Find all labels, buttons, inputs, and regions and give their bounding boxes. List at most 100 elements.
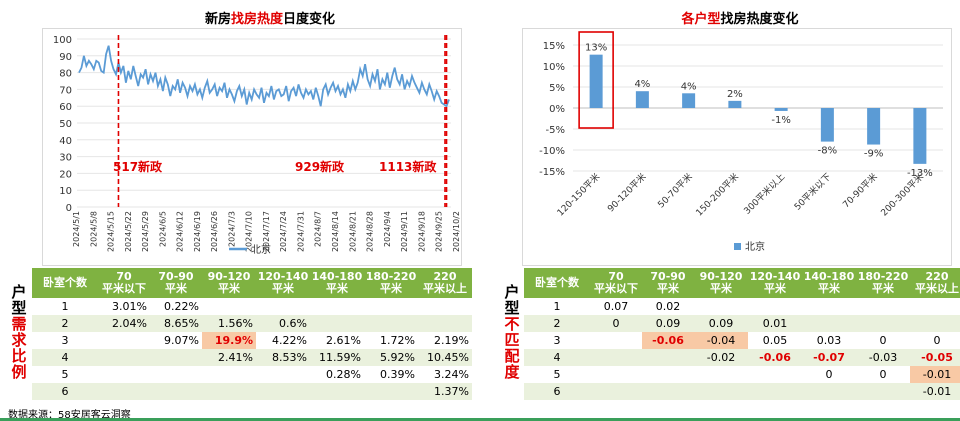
y-tick-label: 10: [59, 186, 72, 197]
table-cell: -0.02: [694, 349, 748, 366]
y-tick-label: -5%: [546, 125, 565, 136]
table-cell: [910, 298, 960, 315]
x-tick-label: 2024/5/29: [141, 211, 150, 252]
x-tick-label: 2024/7/24: [279, 211, 288, 252]
x-tick-label: 2024/8/21: [348, 211, 357, 252]
side-label-char: 比: [11, 347, 27, 365]
data-label: -1%: [771, 115, 790, 126]
table-cell: [856, 315, 910, 332]
table-cell: [802, 383, 856, 400]
table-header: 70-90 平米: [642, 268, 694, 298]
side-label-char: 户: [11, 283, 27, 301]
table-row: 6 1.37%: [32, 383, 472, 400]
table-cell: 0.05: [762, 334, 788, 347]
x-tick-label: 2024/7/3: [227, 211, 236, 247]
table-row: 2 0 0.09 0.09 0.01: [524, 315, 960, 332]
bar: [913, 108, 927, 164]
side-label-char: 不: [504, 315, 520, 333]
table-header: 220 平米以上: [418, 268, 472, 298]
row-label: 3: [61, 334, 69, 347]
table-cell: 3.01%: [112, 300, 147, 313]
table-cell: -0.03: [856, 349, 910, 366]
table-cell: [364, 298, 418, 315]
y-tick-label: 80: [59, 69, 72, 80]
table-cell: 5.92%: [364, 349, 418, 366]
table-header: 70-90 平米: [150, 268, 202, 298]
y-tick-label: 90: [59, 52, 72, 63]
side-label-char: 需: [11, 315, 27, 333]
x-tick-label: 2024/7/10: [245, 211, 254, 252]
table-cell: [364, 315, 418, 332]
table-cell: 0: [590, 315, 642, 332]
x-tick-label: 2024/5/15: [107, 211, 116, 252]
table-row: 6 -0.01: [524, 383, 960, 400]
table-header: 180-220 平米: [856, 268, 910, 298]
x-tick-label: 2024/6/26: [210, 211, 219, 252]
x-tick-label: 2024/9/18: [417, 211, 426, 252]
bar: [774, 108, 788, 111]
category-label: 70-90平米: [840, 171, 880, 211]
x-tick-label: 2024/9/25: [435, 211, 444, 252]
x-tick-label: 2024/6/12: [176, 211, 185, 252]
table-cell: [202, 383, 256, 400]
x-tick-label: 2024/5/8: [89, 211, 98, 247]
x-tick-label: 2024/8/28: [366, 211, 375, 252]
table-row: 5 0.28% 0.39% 3.24%: [32, 366, 472, 383]
side-label-char: 例: [11, 363, 27, 381]
y-tick-label: 15%: [543, 41, 565, 52]
table-cell: [310, 298, 364, 315]
data-label: -8%: [818, 146, 837, 157]
side-label-char: 匹: [504, 331, 520, 349]
table-cell: 4.22%: [272, 334, 307, 347]
table-cell: 1.56%: [202, 315, 256, 332]
table-cell: 8.65%: [150, 315, 202, 332]
side-label-char: 度: [504, 363, 520, 381]
table-cell: -0.07: [802, 349, 856, 366]
data-label: 4%: [634, 79, 650, 90]
table-cell: [418, 315, 472, 332]
table-header: 180-220 平米: [364, 268, 418, 298]
table-row: 1 3.01% 0.22%: [32, 298, 472, 315]
table-cell: 0.01: [748, 315, 802, 332]
x-tick-label: 2024/5/22: [124, 211, 133, 252]
category-label: 90-120平米: [605, 171, 649, 215]
left-line-chart: 0 10 20 30 40 50 60 70 80 90 100 2024/5/1 2024/5/8 20…: [42, 28, 564, 266]
table-header: 120-140 平米: [256, 268, 310, 298]
row-label: 1: [61, 300, 69, 313]
y-tick-label: 70: [59, 85, 72, 96]
table-header: 70 平米以下: [98, 268, 150, 298]
data-label: -13%: [907, 168, 933, 179]
table-row: 3 -0.06 -0.04 0.05 0.03 0 0: [524, 332, 960, 349]
table-cell: 2.61%: [326, 334, 361, 347]
bar: [820, 108, 834, 142]
source-note: 数据来源：58安居客云洞察: [8, 410, 131, 421]
data-label: 4%: [681, 81, 697, 92]
table-header: 90-120 平米: [202, 268, 256, 298]
policy-label: 1113新政: [379, 159, 437, 174]
table-row: 4 -0.02 -0.06 -0.07 -0.03 -0.05: [524, 349, 960, 366]
bar: [682, 93, 696, 108]
row-label: 5: [553, 368, 561, 381]
table-cell: 1.37%: [418, 383, 472, 400]
table-cell: [748, 366, 802, 383]
row-label: 6: [32, 383, 98, 400]
category-label: 200-300平米: [878, 171, 926, 219]
table-cell: [98, 366, 150, 383]
table-cell: [256, 298, 310, 315]
right-bar-chart: 15% 10% 5% 0% -5% -10% -15% 13% 120-150平米 4% 90-12…: [522, 28, 952, 266]
table-cell: [642, 349, 694, 366]
data-label: 13%: [585, 43, 607, 54]
row-label: 2: [524, 315, 590, 332]
left-demand-table: 卧室个数 70 平米以下 70-90 平米 90-120 平米 120-140 平米 140-18…: [32, 268, 472, 400]
table-cell: -0.05: [910, 349, 960, 366]
table-cell: -0.06: [642, 332, 694, 349]
x-tick-label: 2024/7/17: [262, 211, 271, 252]
x-tick-label: 2024/8/7: [314, 211, 323, 247]
x-tick-label: 2024/6/5: [158, 211, 167, 247]
table-cell: [202, 298, 256, 315]
table-cell: [98, 332, 150, 349]
table-cell: -0.06: [748, 349, 802, 366]
table-cell: 0: [879, 334, 887, 347]
table-cell: 10.45%: [418, 349, 472, 366]
table-cell: [418, 298, 472, 315]
